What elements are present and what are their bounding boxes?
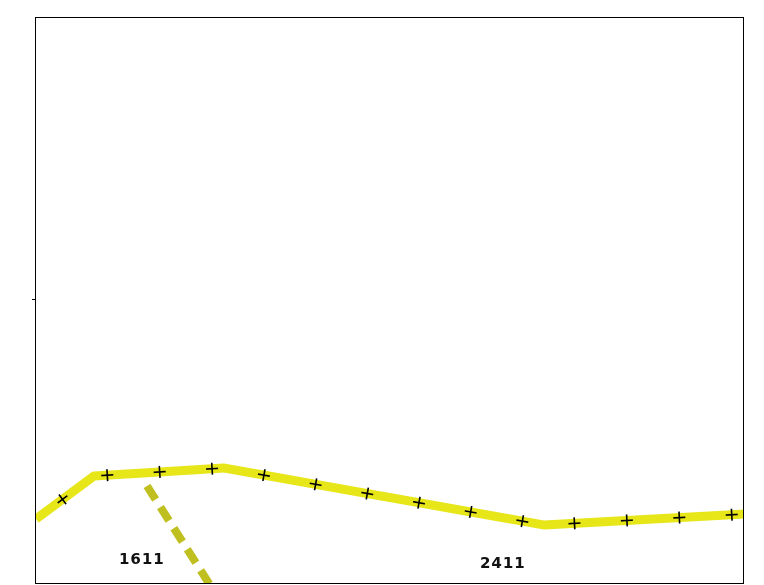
railway-line[interactable] [36,463,744,530]
railway-rail-dash [568,522,581,525]
railway-rail-dash [153,470,166,474]
route-label-2411: 2411 [480,554,526,572]
railway-rail-dash [361,491,374,496]
railway-rail-dash [464,510,477,514]
map-svg [36,462,744,584]
railway-rail-dash [206,467,219,470]
railway-rail-dash [516,519,529,523]
railway-rail-dash [412,500,426,505]
railway-cross-ties [57,462,738,530]
railway-rail-dash [257,473,270,477]
railway-rail-dash [725,513,738,516]
frame-edge-tick [32,299,36,300]
map-canvas[interactable]: 1611 2411 [35,17,744,584]
railway-rail-dash [57,495,68,504]
railway-rail-dash [673,516,686,519]
railway-rail-dash [620,519,633,522]
secondary-dashed-track[interactable] [143,483,214,584]
railway-rail-dash [101,474,114,477]
route-label-1611: 1611 [119,550,165,568]
railway-rail-dash [309,482,322,487]
